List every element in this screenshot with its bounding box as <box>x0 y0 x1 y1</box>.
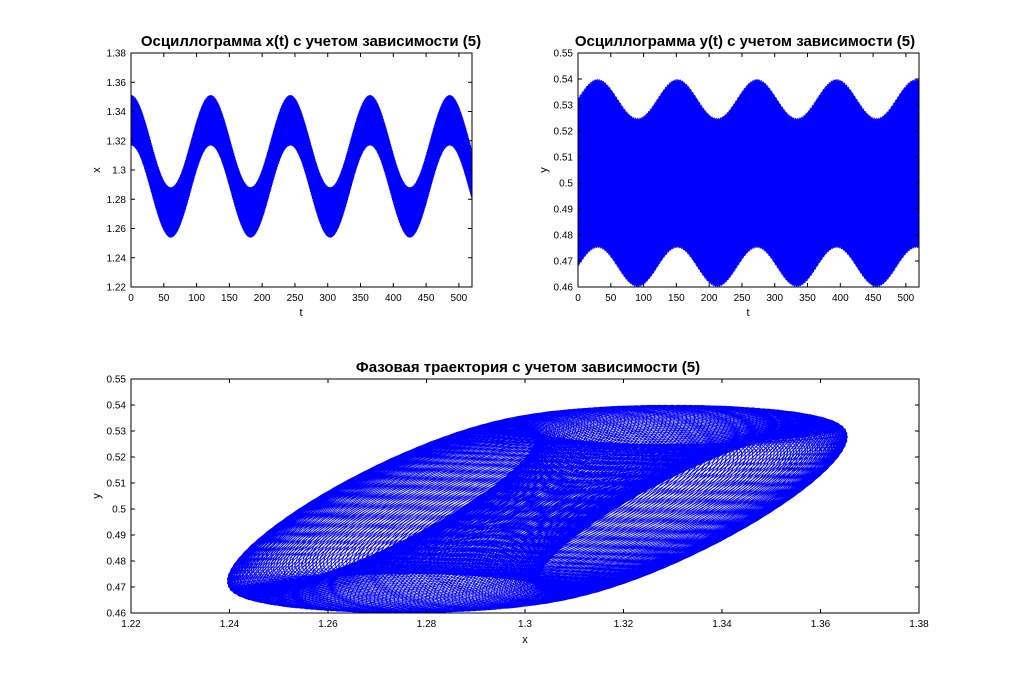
y-tick-label: 0.49 <box>107 531 127 542</box>
chart-y-axes-box <box>577 52 920 288</box>
y-tick-label: 0.47 <box>107 583 127 594</box>
x-tick-label: 1.24 <box>220 619 240 630</box>
chart-phase-plot-area <box>226 404 848 613</box>
chart-phase-xlabel: x <box>522 634 528 646</box>
y-tick-label: 0.48 <box>107 557 127 568</box>
y-tick-label: 1.28 <box>107 195 127 206</box>
y-tick-label: 0.53 <box>554 101 574 112</box>
phase-trajectory-line <box>226 404 848 613</box>
chart-x-xaxis: 0 50 100 150 200 250 300 350 400 450 500 <box>128 53 468 304</box>
x-tick-label: 0 <box>128 293 134 304</box>
x-tick-label: 150 <box>221 293 238 304</box>
y-tick-label: 1.38 <box>107 49 127 60</box>
x-tick-label: 1.32 <box>614 619 634 630</box>
y-tick-label: 0.52 <box>554 127 574 138</box>
x-tick-label: 1.22 <box>121 619 141 630</box>
x-tick-label: 1.28 <box>417 619 437 630</box>
chart-y-oscillogram: Осциллограмма y(t) с учетом зависимости … <box>538 33 920 319</box>
y-tick-label: 1.22 <box>107 283 127 294</box>
chart-x-plot-area <box>131 94 472 238</box>
x-tick-label: 1.26 <box>318 619 338 630</box>
y-tick-label: 1.24 <box>107 253 127 264</box>
x-tick-label: 1.36 <box>811 619 831 630</box>
x-tick-label: 100 <box>188 293 205 304</box>
x-tick-label: 1.34 <box>712 619 732 630</box>
x-tick-label: 1.3 <box>518 619 532 630</box>
y-tick-label: 1.3 <box>112 166 126 177</box>
x-tick-label: 200 <box>254 293 271 304</box>
y-tick-label: 1.34 <box>107 107 127 118</box>
chart-y-ylabel: y <box>538 167 550 173</box>
chart-phase-xaxis: 1.22 1.24 1.26 1.28 1.3 1.32 1.34 1.36 1.38 <box>121 379 929 630</box>
chart-y-title: Осциллограмма y(t) с учетом зависимости … <box>575 33 915 50</box>
x-tick-label: 0 <box>575 293 581 304</box>
series-line <box>578 78 919 287</box>
chart-y-xlabel: t <box>746 307 749 319</box>
y-tick-label: 0.54 <box>107 401 127 412</box>
chart-phase-title: Фазовая траектория с учетом зависимости … <box>356 359 700 376</box>
y-tick-label: 0.55 <box>554 49 574 60</box>
y-tick-label: 0.55 <box>107 375 127 386</box>
y-tick-label: 0.51 <box>554 153 574 164</box>
y-tick-label: 0.5 <box>559 179 573 190</box>
chart-phase-ylabel: y <box>91 493 103 499</box>
x-tick-label: 250 <box>287 293 304 304</box>
y-tick-label: 0.53 <box>107 427 127 438</box>
chart-x-xlabel: t <box>299 307 302 319</box>
x-tick-label: 250 <box>734 293 751 304</box>
x-tick-label: 450 <box>865 293 882 304</box>
x-tick-label: 50 <box>605 293 617 304</box>
y-tick-label: 0.5 <box>112 505 126 516</box>
y-tick-label: 0.49 <box>554 205 574 216</box>
chart-x-oscillogram: Осциллограмма x(t) с учетом зависимости … <box>91 33 481 319</box>
x-tick-label: 300 <box>319 293 336 304</box>
y-tick-label: 1.32 <box>107 136 127 147</box>
x-tick-label: 400 <box>832 293 849 304</box>
x-tick-label: 50 <box>158 293 170 304</box>
chart-x-title: Осциллограмма x(t) с учетом зависимости … <box>141 33 481 50</box>
y-tick-label: 1.36 <box>107 78 127 89</box>
chart-y-plot-area <box>578 78 919 287</box>
y-tick-label: 0.46 <box>554 283 574 294</box>
chart-x-ylabel: x <box>91 167 103 173</box>
y-tick-label: 0.47 <box>554 257 574 268</box>
y-tick-label: 0.51 <box>107 479 127 490</box>
y-tick-label: 1.26 <box>107 224 127 235</box>
chart-x-yaxis: 1.22 1.24 1.26 1.28 1.3 1.32 1.34 1.36 1.38 <box>107 49 472 294</box>
x-tick-label: 300 <box>766 293 783 304</box>
chart-y-xaxis: 0 50 100 150 200 250 300 350 400 450 500 <box>575 53 915 304</box>
chart-y-yaxis: 0.46 0.47 0.48 0.49 0.5 0.51 0.52 0.53 0.54 0.55 <box>554 49 919 294</box>
y-tick-label: 0.46 <box>107 609 127 620</box>
x-tick-label: 1.38 <box>909 619 929 630</box>
x-tick-label: 450 <box>418 293 435 304</box>
x-tick-label: 350 <box>799 293 816 304</box>
chart-phase-yaxis: 0.46 0.47 0.48 0.49 0.5 0.51 0.52 0.53 0.54 0.55 <box>107 375 919 620</box>
x-tick-label: 200 <box>701 293 718 304</box>
x-tick-label: 500 <box>451 293 468 304</box>
x-tick-label: 100 <box>635 293 652 304</box>
x-tick-label: 350 <box>352 293 369 304</box>
x-tick-label: 400 <box>385 293 402 304</box>
chart-phase-trajectory: Фазовая траектория с учетом зависимости … <box>91 359 929 646</box>
x-tick-label: 500 <box>898 293 915 304</box>
y-tick-label: 0.52 <box>107 453 127 464</box>
x-tick-label: 150 <box>668 293 685 304</box>
series-line <box>131 94 472 238</box>
y-tick-label: 0.54 <box>554 75 574 86</box>
y-tick-label: 0.48 <box>554 231 574 242</box>
